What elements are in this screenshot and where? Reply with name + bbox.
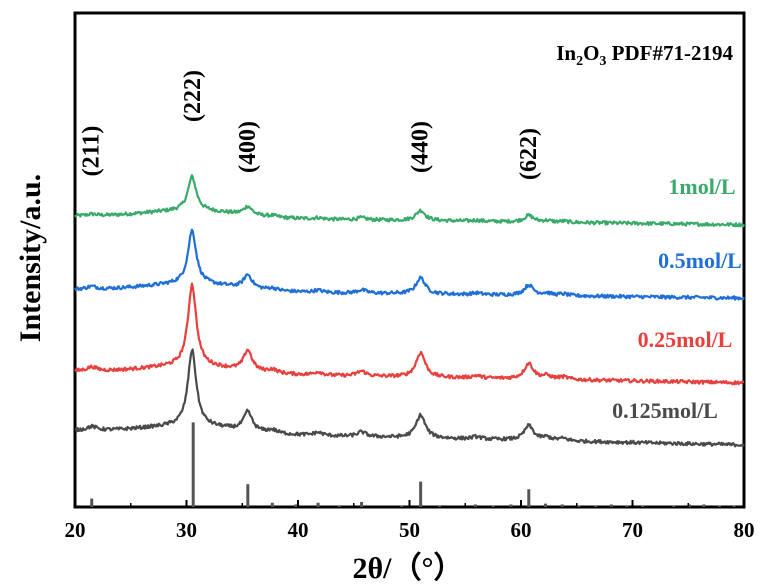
peak-label: (400) (235, 121, 261, 173)
x-tick-label: 70 (622, 518, 643, 542)
peak-label: (622) (516, 128, 542, 180)
peak-labels: (211) (222) (400) (440) (622) (79, 70, 542, 180)
x-axis-label: 2θ/（°） (353, 551, 464, 585)
x-tick-label: 60 (511, 518, 532, 542)
series-line-3 (74, 348, 745, 448)
series-label: 0.25mol/L (638, 327, 733, 352)
x-tick-label: 50 (399, 518, 420, 542)
series-line-0 (74, 174, 745, 228)
y-axis-label: Intensity/a.u. (14, 174, 47, 342)
x-tick-label: 80 (734, 518, 755, 542)
reference-label-main: In (556, 41, 576, 65)
series-label: 0.5mol/L (658, 248, 742, 273)
reference-label-sub2: 3 (599, 54, 606, 69)
reference-label-mid: O (583, 41, 599, 65)
series-label: 1mol/L (668, 174, 735, 199)
series-line-1 (73, 228, 746, 301)
reference-label-sub1: 2 (576, 54, 583, 69)
series-label: 0.125mol/L (612, 398, 718, 423)
reference-label-tail: PDF#71-2194 (606, 41, 733, 65)
reference-label: In2O3 PDF#71-2194 (556, 41, 733, 69)
x-axis: 20 30 40 50 60 70 80 (65, 500, 755, 542)
x-tick-label: 30 (176, 518, 197, 542)
reference-pattern (90, 422, 736, 507)
peak-label: (222) (180, 70, 206, 122)
x-tick-label: 40 (288, 518, 309, 542)
series-line-2 (74, 282, 745, 386)
x-tick-label: 20 (65, 518, 86, 542)
series-labels: 1mol/L 0.5mol/L 0.25mol/L 0.125mol/L (612, 174, 742, 423)
peak-label: (211) (79, 126, 105, 177)
peak-label: (440) (408, 121, 434, 173)
series-lines (73, 174, 746, 448)
